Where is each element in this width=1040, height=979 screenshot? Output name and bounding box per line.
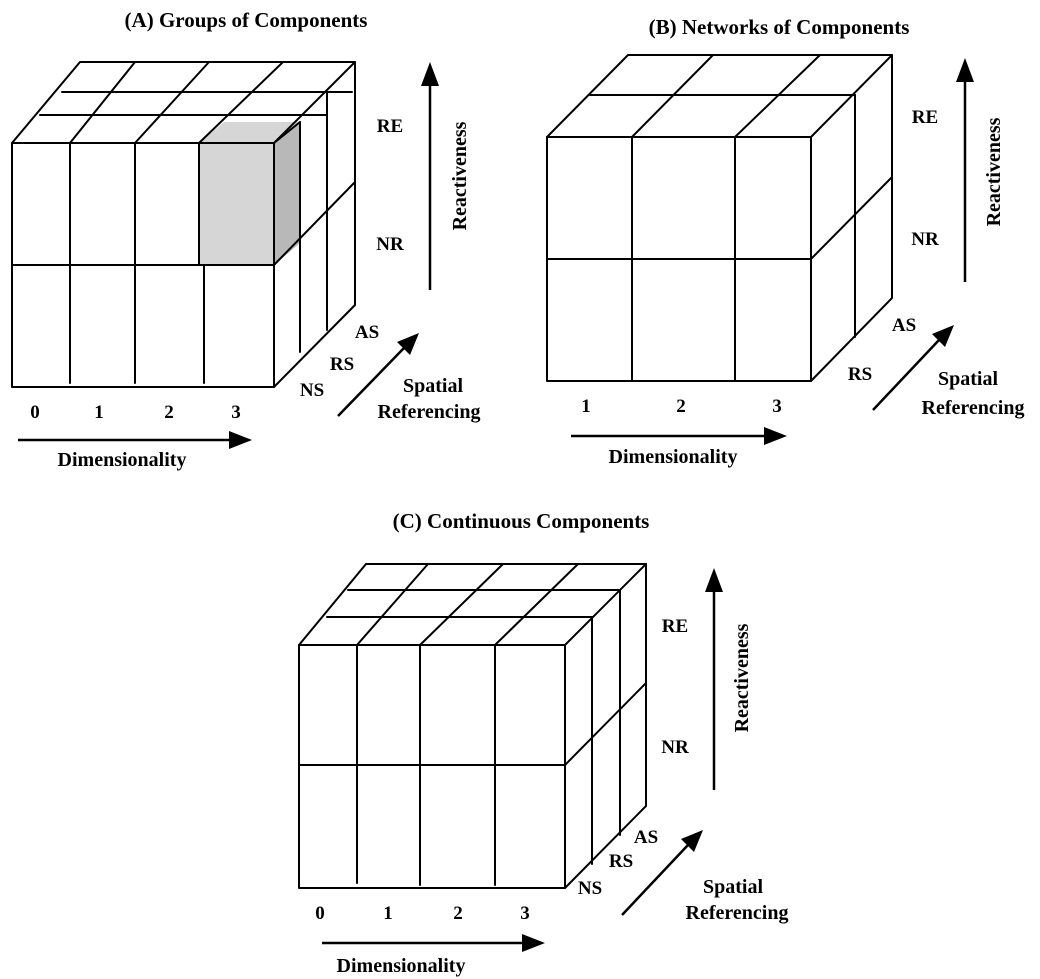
panel-b-front-face [546, 136, 812, 382]
panel-b-spatial-label-1: Spatial [938, 368, 998, 390]
panel-b-spatial-tick-rs: RS [848, 364, 872, 385]
panel-b-title: (B) Networks of Components [649, 15, 910, 39]
panel-a-dim-tick-0: 0 [30, 402, 40, 423]
panel-a-highlight-top [199, 122, 300, 143]
panel-c-cube [298, 563, 647, 889]
panel-b-dimensionality-arrow [571, 427, 787, 445]
panel-a-dim-tick-2: 2 [164, 402, 174, 423]
panel-c-title: (C) Continuous Components [393, 509, 650, 533]
panel-b-react-tick-re: RE [912, 107, 938, 128]
panel-c-spatial-label-2: Referencing [686, 902, 789, 924]
panel-a-spatial-label-2: Referencing [378, 401, 481, 423]
panel-a-dimensionality-label: Dimensionality [58, 449, 187, 471]
panel-a-highlight-side [274, 122, 300, 265]
panel-a-spatial-arrow [337, 333, 419, 417]
panel-c-top-face [298, 563, 647, 646]
panel-a-reactiveness-arrow [421, 62, 439, 290]
panel-b-top-face [546, 54, 893, 138]
panel-a-dimensionality-arrow [18, 431, 252, 449]
panel-c: (C) Continuous Components 0 1 2 3 Dimens… [298, 509, 789, 977]
panel-b-reactiveness-arrow [956, 58, 974, 282]
panel-b-dim-tick-2: 2 [676, 396, 686, 417]
panel-b: (B) Networks of Components 1 2 3 Dimensi… [546, 15, 1025, 468]
panel-a-right-face [273, 61, 356, 388]
panel-c-spatial-tick-as: AS [634, 827, 658, 848]
panel-b-right-face [810, 54, 893, 382]
panel-a-spatial-label-1: Spatial [403, 375, 463, 397]
panel-c-right-face [564, 563, 647, 889]
panel-c-reactiveness-label: Reactiveness [731, 623, 753, 732]
panel-a: (A) Groups of Components 0 1 2 3 Dimensi… [11, 8, 481, 471]
panel-a-highlight-edge [273, 121, 301, 144]
panel-c-spatial-tick-ns: NS [578, 878, 602, 899]
panel-b-cube [546, 54, 893, 382]
panel-a-react-tick-nr: NR [376, 234, 404, 255]
panel-c-dimensionality-label: Dimensionality [337, 955, 466, 977]
panel-c-dim-tick-3: 3 [520, 903, 530, 924]
panel-c-spatial-tick-rs: RS [609, 851, 633, 872]
panel-a-cube [11, 61, 356, 388]
panel-c-spatial-arrow [621, 830, 703, 916]
panel-c-reactiveness-arrow [705, 568, 723, 790]
panel-b-dim-tick-1: 1 [581, 396, 591, 417]
panel-b-spatial-arrow [872, 325, 954, 411]
panel-c-dim-tick-0: 0 [315, 903, 325, 924]
panel-c-react-tick-re: RE [662, 616, 688, 637]
panel-a-spatial-tick-as: AS [355, 322, 379, 343]
panel-b-reactiveness-label: Reactiveness [983, 117, 1005, 226]
panel-a-title: (A) Groups of Components [125, 8, 368, 32]
panel-c-spatial-label-1: Spatial [703, 876, 763, 898]
panel-b-spatial-tick-as: AS [892, 315, 916, 336]
panel-c-dimensionality-arrow [322, 934, 545, 952]
panel-a-react-tick-re: RE [377, 116, 403, 137]
panel-a-dim-tick-1: 1 [94, 402, 104, 423]
panel-c-front-face [298, 644, 566, 889]
panel-a-dim-tick-3: 3 [231, 402, 241, 423]
panel-c-dim-tick-1: 1 [383, 903, 393, 924]
panel-b-dim-tick-3: 3 [772, 396, 782, 417]
panel-b-react-tick-nr: NR [911, 229, 939, 250]
panel-a-highlight-front [199, 143, 274, 265]
panel-c-react-tick-nr: NR [661, 737, 689, 758]
panel-a-spatial-tick-ns: NS [300, 380, 324, 401]
panel-c-dim-tick-2: 2 [453, 903, 463, 924]
panel-a-reactiveness-label: Reactiveness [449, 121, 471, 230]
panel-b-spatial-label-2: Referencing [922, 397, 1025, 419]
panel-a-spatial-tick-rs: RS [330, 354, 354, 375]
panel-b-dimensionality-label: Dimensionality [609, 446, 738, 468]
panel-a-top-face [11, 61, 356, 144]
